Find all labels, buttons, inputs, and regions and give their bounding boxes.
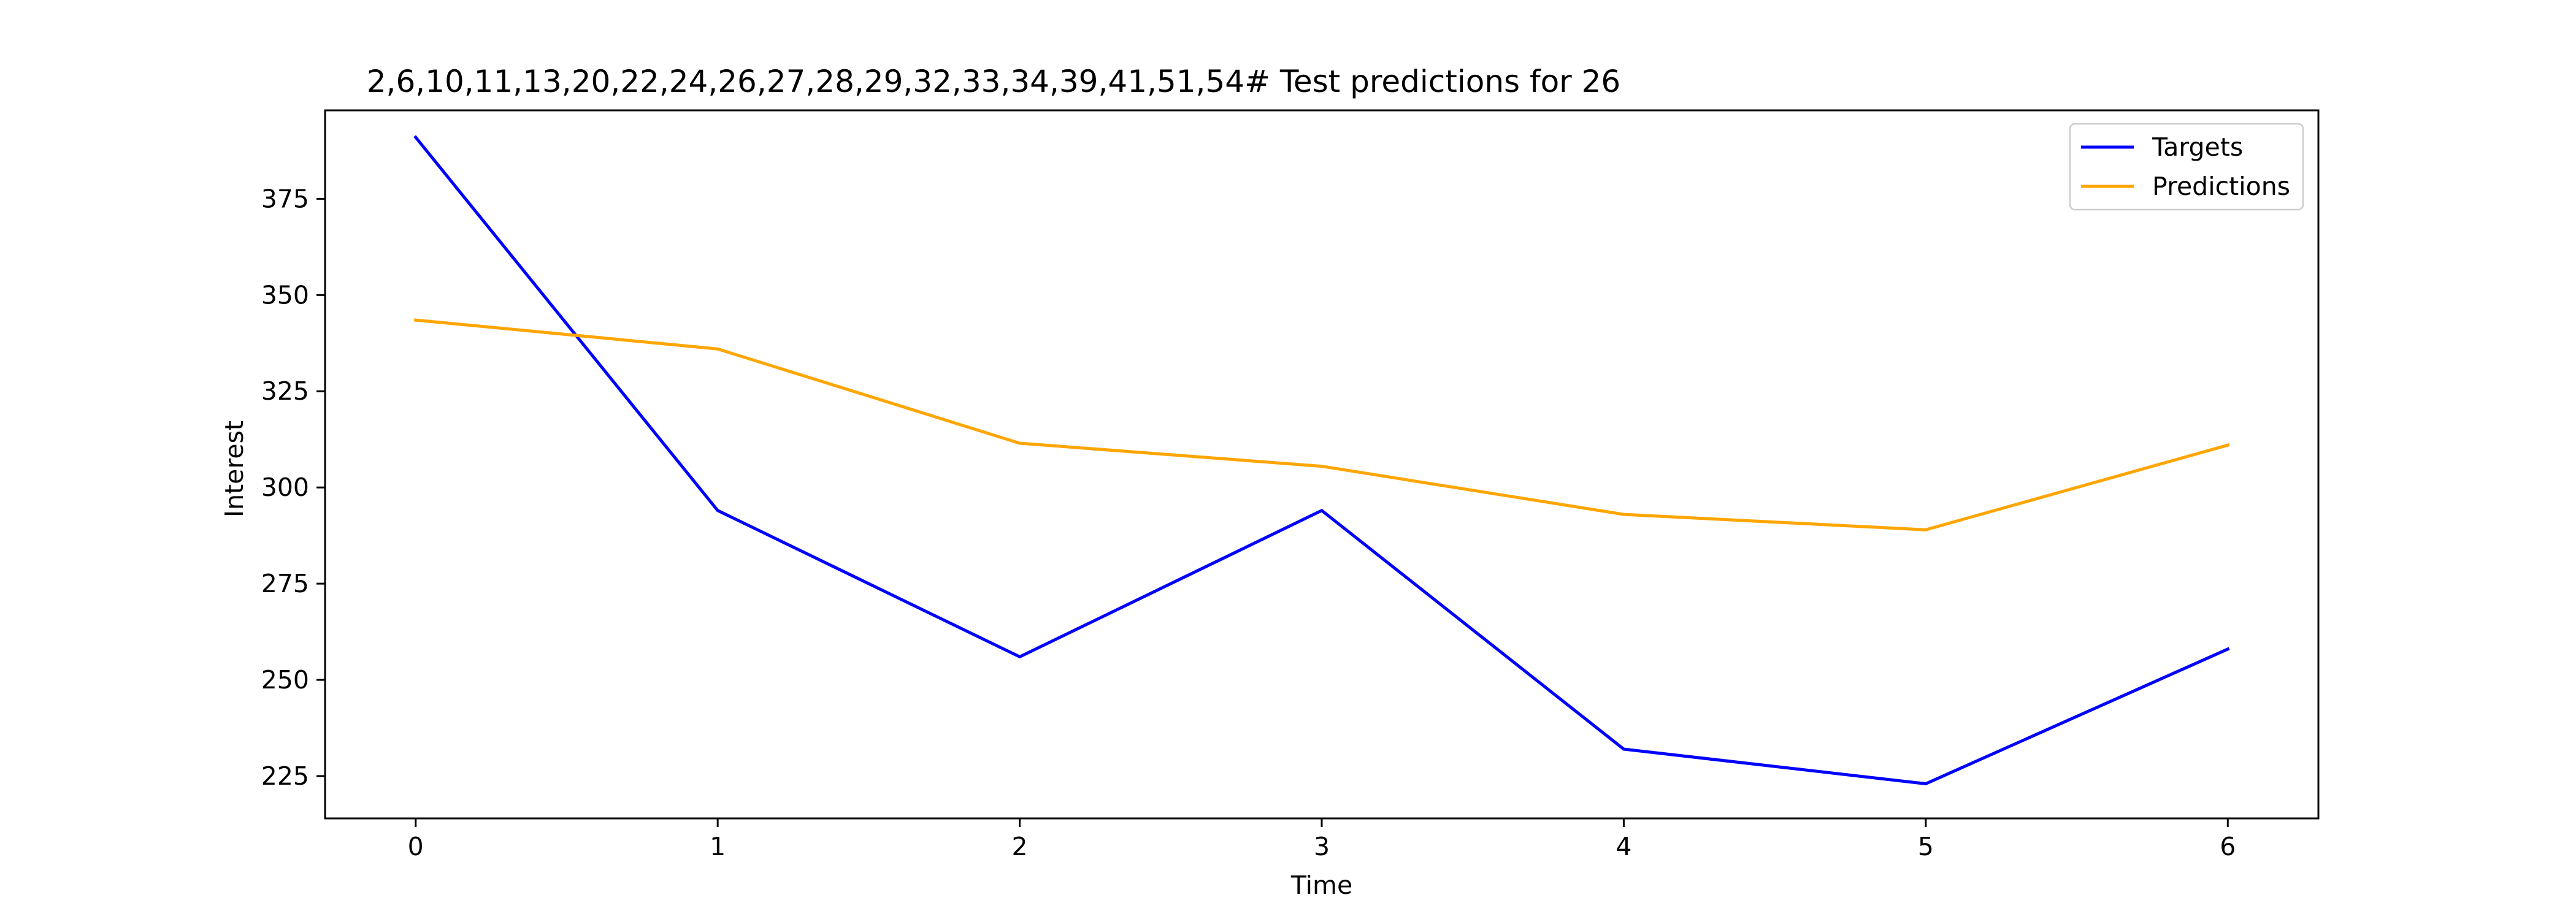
legend-label-targets: Targets	[2152, 132, 2243, 162]
x-tick-label-4: 4	[1616, 832, 1631, 861]
x-tick-label-0: 0	[408, 832, 424, 861]
legend-box	[2069, 123, 2304, 211]
legend: Targets Predictions	[2069, 123, 2304, 211]
y-tick-label-275: 275	[261, 569, 309, 598]
x-tick-label-5: 5	[1918, 832, 1934, 861]
y-axis-label: Interest	[220, 421, 249, 517]
x-tick-label-1: 1	[710, 832, 726, 861]
x-tick-label-6: 6	[2220, 832, 2236, 861]
legend-label-predictions: Predictions	[2152, 172, 2290, 201]
y-tick-label-300: 300	[261, 473, 309, 502]
y-tick-label-375: 375	[261, 184, 309, 213]
y-tick-label-225: 225	[261, 761, 309, 791]
series-line-targets	[413, 135, 2230, 785]
x-tick-label-2: 2	[1012, 832, 1028, 861]
x-axis-label: Time	[1290, 871, 1352, 900]
chart-title: 2,6,10,11,13,20,22,24,26,27,28,29,32,33,…	[367, 64, 1621, 99]
y-tick-label-350: 350	[261, 280, 309, 310]
series-line-predictions	[413, 318, 2230, 531]
series-layer	[413, 135, 2230, 785]
y-tick-label-250: 250	[261, 665, 309, 695]
axes-layer: 0 1 2 3 4 5 6 225 250 275 300 325 350 375	[261, 109, 2320, 861]
y-tick-label-325: 325	[261, 376, 309, 406]
x-tick-label-3: 3	[1314, 832, 1330, 861]
